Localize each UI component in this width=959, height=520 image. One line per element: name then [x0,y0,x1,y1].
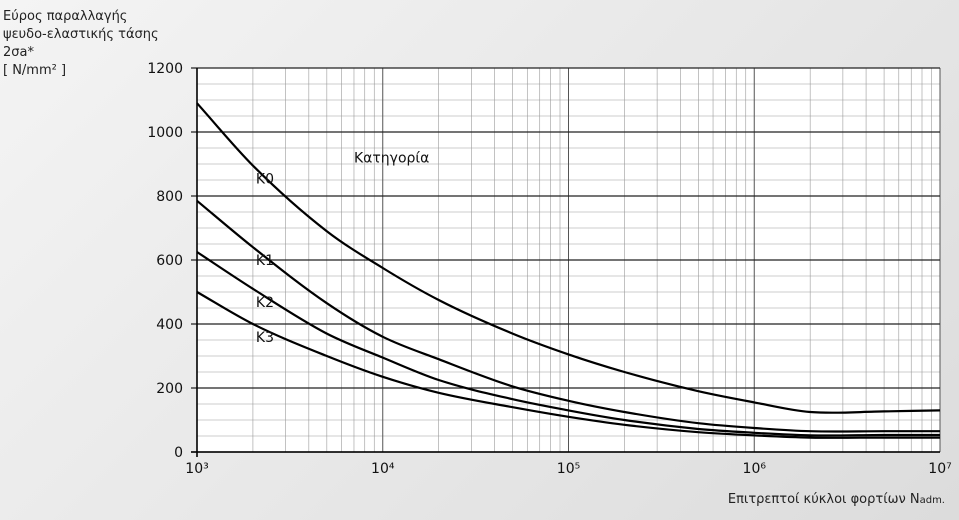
y-axis-label-line: [ N/mm² ] [3,63,67,78]
x-axis-label-subscript: adm. [919,495,945,506]
series-line-k3 [196,291,940,439]
y-tick-label: 200 [156,381,183,397]
x-tick-label: 10⁵ [557,461,580,477]
series-line-k0 [196,102,941,414]
x-tick-label: 10⁴ [371,461,395,477]
x-tick-label: 10⁶ [743,461,767,477]
x-axis-label-text: Επιτρεπτοί κύκλοι φορτίων N [727,492,920,507]
series-line-k2 [196,251,940,437]
series-label-k0: K0 [256,172,274,188]
x-axis-label: Επιτρεπτοί κύκλοι φορτίων Nadm. [728,492,945,507]
y-axis-label-line: 2σa* [3,45,34,60]
y-tick-label: 600 [156,253,183,269]
y-tick-label: 1000 [147,125,183,141]
series-label-k2: K2 [256,295,274,311]
x-tick-label: 10³ [185,461,208,477]
y-tick-label: 400 [156,317,183,333]
y-axis-label-line: ψευδο-ελαστικής τάσης [3,27,159,42]
category-annotation: Κατηγορία [354,151,429,167]
y-axis-label: Εύρος παραλλαγής ψευδο-ελαστικής τάσης 2… [3,8,159,80]
y-axis-label-line: Εύρος παραλλαγής [3,9,128,24]
y-tick-label: 0 [174,445,183,461]
y-tick-label: 800 [156,189,183,205]
series-line-k1 [196,199,940,433]
series-label-k1: K1 [256,253,274,269]
series-label-k3: K3 [256,330,274,346]
x-tick-label: 10⁷ [928,461,951,477]
y-tick-label: 1200 [147,61,183,77]
